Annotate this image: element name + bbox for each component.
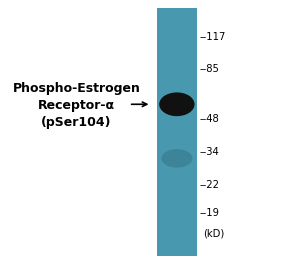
Ellipse shape	[159, 92, 195, 116]
Text: Phospho-Estrogen
Receptor-α
(pSer104): Phospho-Estrogen Receptor-α (pSer104)	[12, 82, 140, 129]
Text: (kD): (kD)	[203, 229, 224, 239]
Bar	[157, 8, 197, 256]
Text: --19: --19	[200, 208, 220, 218]
Ellipse shape	[161, 149, 192, 168]
Text: --85: --85	[200, 64, 219, 74]
Text: --117: --117	[200, 32, 226, 42]
Text: --22: --22	[200, 180, 220, 190]
Text: --48: --48	[200, 114, 219, 124]
Text: --34: --34	[200, 147, 219, 157]
